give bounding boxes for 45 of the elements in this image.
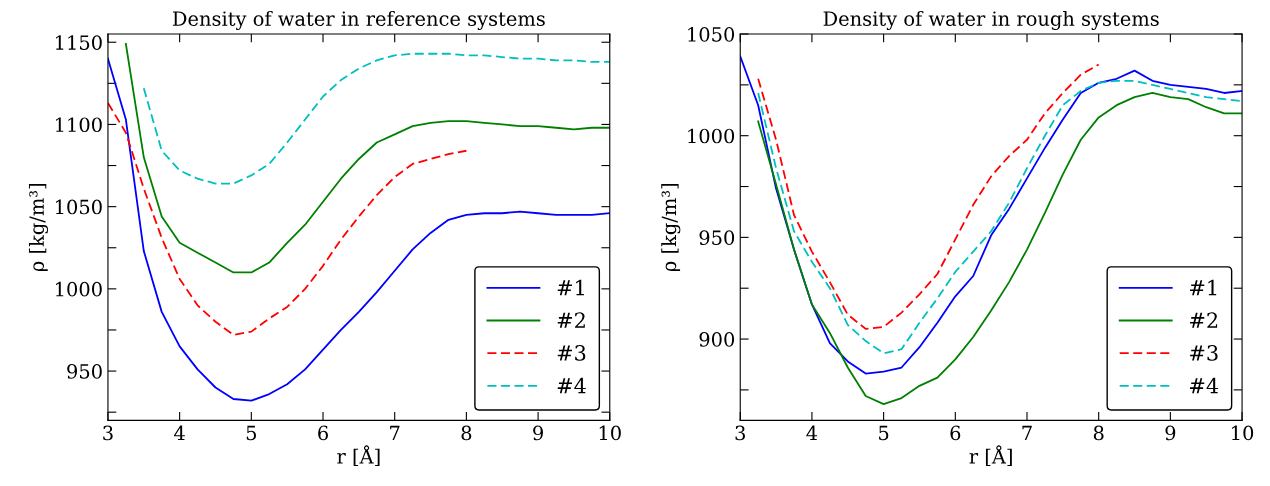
y-tick-label: 1150 <box>55 35 102 50</box>
line-series <box>107 102 468 336</box>
legend-label: #1 <box>1190 279 1217 296</box>
line-series <box>740 55 1243 375</box>
legend-label: #2 <box>557 312 585 328</box>
y-tick-label: 1050 <box>55 199 102 215</box>
x-tick-label: 4 <box>174 425 185 441</box>
x-tick-label: 10 <box>1232 425 1254 441</box>
line-series <box>124 42 610 274</box>
y-axis-title: ρ [kg/m³] <box>28 183 49 271</box>
y-tick-label: 950 <box>699 230 735 246</box>
x-tick-label: 6 <box>950 425 961 441</box>
y-tick-label: 950 <box>67 364 102 379</box>
x-axis-title: r [Å] <box>337 445 380 466</box>
legend-label: #2 <box>1190 312 1218 328</box>
legend-label: #3 <box>557 345 586 361</box>
y-tick-label: 1000 <box>688 128 735 144</box>
x-tick-label: 5 <box>246 425 257 441</box>
line-series <box>757 63 1100 330</box>
x-tick-label: 9 <box>1165 425 1176 441</box>
x-tick-label: 4 <box>806 425 818 441</box>
x-tick-label: 10 <box>599 425 621 441</box>
legend-label: #4 <box>557 377 586 394</box>
chart-title: Density of water in rough systems <box>823 10 1159 31</box>
x-tick-label: 6 <box>318 425 328 441</box>
legend-label: #3 <box>1190 345 1218 361</box>
legend-label: #1 <box>557 279 584 296</box>
y-tick-label: 1100 <box>55 117 102 133</box>
legend-label: #4 <box>1190 377 1219 394</box>
x-tick-label: 5 <box>879 425 889 441</box>
y-tick-label: 1050 <box>688 26 735 42</box>
x-tick-label: 7 <box>390 425 400 441</box>
y-axis-title: ρ [kg/m³] <box>661 183 681 271</box>
y-tick-label: 1000 <box>55 281 102 297</box>
x-tick-label: 3 <box>103 425 113 441</box>
line-series <box>757 92 1243 406</box>
x-tick-label: 3 <box>735 425 745 441</box>
line-series <box>142 52 610 185</box>
x-tick-label: 8 <box>461 425 472 441</box>
x-tick-label: 9 <box>533 425 543 441</box>
x-tick-label: 7 <box>1022 425 1032 441</box>
x-axis-title: r [Å] <box>969 445 1012 466</box>
x-tick-label: 8 <box>1093 425 1104 441</box>
y-tick-label: 900 <box>699 332 735 347</box>
chart-title: Density of water in reference systems <box>172 10 545 31</box>
